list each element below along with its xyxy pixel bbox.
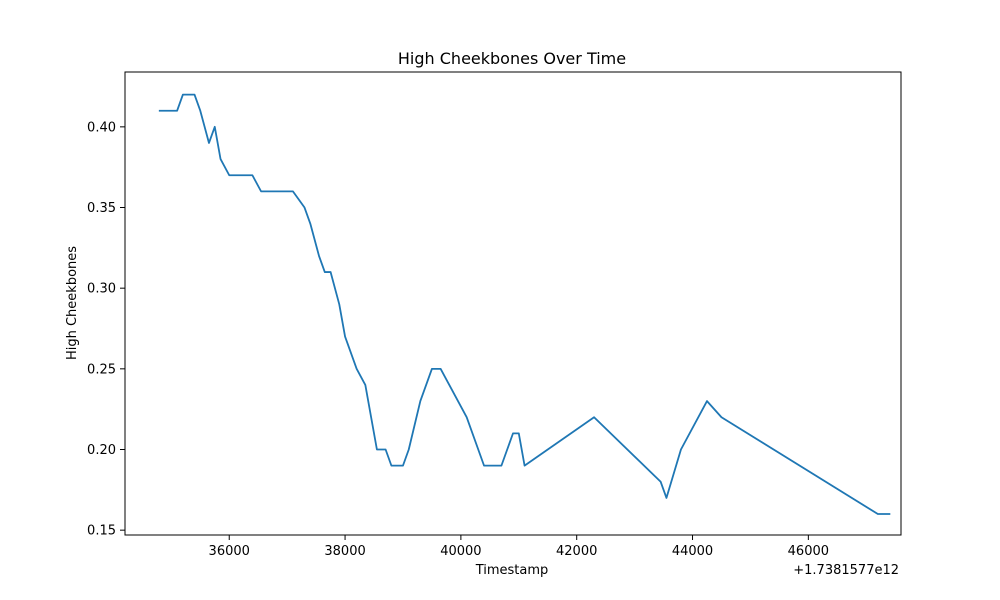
x-tick-label: 46000 bbox=[788, 544, 829, 559]
y-tick-label: 0.25 bbox=[87, 362, 116, 377]
plot-area bbox=[158, 93, 891, 515]
axes-frame bbox=[124, 71, 902, 536]
x-tick-label: 44000 bbox=[672, 544, 713, 559]
y-axis: 0.15 0.20 0.25 0.30 0.35 0.40 bbox=[87, 120, 125, 539]
y-tick-label: 0.15 bbox=[87, 524, 116, 539]
x-tick-label: 38000 bbox=[324, 544, 365, 559]
y-tick-label: 0.30 bbox=[87, 282, 116, 297]
x-axis: 36000 38000 40000 42000 44000 46000 bbox=[209, 535, 829, 559]
chart-title: High Cheekbones Over Time bbox=[398, 49, 626, 68]
x-tick-label: 36000 bbox=[209, 544, 250, 559]
y-axis-label: High Cheekbones bbox=[65, 246, 80, 360]
x-axis-offset-label: +1.7381577e12 bbox=[793, 563, 899, 578]
x-axis-label: Timestamp bbox=[475, 563, 549, 578]
series-line-0 bbox=[158, 93, 891, 515]
x-tick-label: 40000 bbox=[440, 544, 481, 559]
y-tick-label: 0.20 bbox=[87, 443, 116, 458]
y-tick-label: 0.35 bbox=[87, 201, 116, 216]
x-tick-label: 42000 bbox=[556, 544, 597, 559]
y-tick-label: 0.40 bbox=[87, 120, 116, 135]
